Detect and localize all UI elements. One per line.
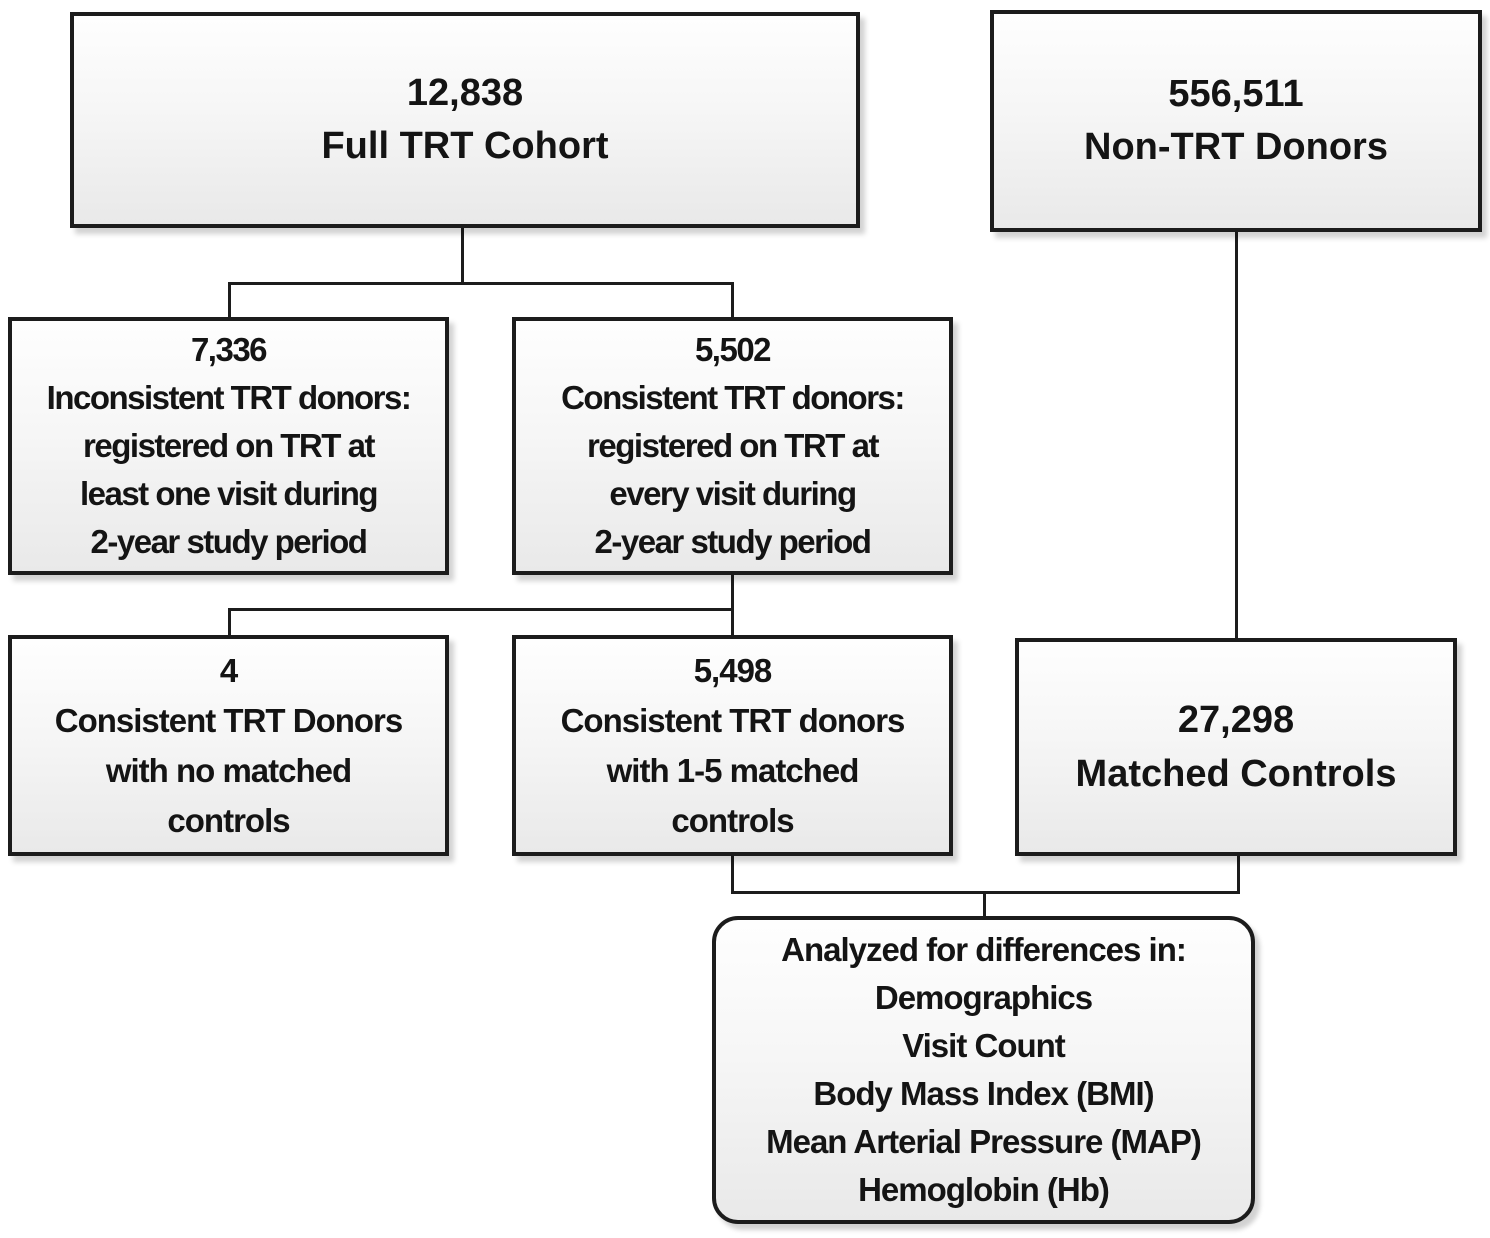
matched15-count: 5,498 (693, 651, 773, 689)
inconsistent-label-4: 2-year study period (90, 523, 368, 560)
consistent-trt-donors-box: 5,502 Consistent TRT donors: registered … (512, 317, 953, 575)
connector-fulltrt-down (461, 228, 464, 285)
analyzed-title: Analyzed for differences in: (781, 931, 1187, 968)
analyzed-item-5: Hemoglobin (Hb) (858, 1171, 1110, 1208)
no-matched-count: 4 (219, 651, 238, 689)
non-trt-donors-box: 556,511 Non-TRT Donors (990, 10, 1482, 232)
connector-nontrt-to-matchedcontrols (1235, 230, 1238, 640)
connector-matched15-down (731, 854, 734, 894)
consistent-label-3: every visit during (609, 475, 857, 512)
matched-controls-box: 27,298 Matched Controls (1015, 638, 1457, 856)
consistent-count: 5,502 (694, 331, 772, 368)
full-trt-count: 12,838 (406, 72, 524, 114)
no-matched-label-2: with no matched (105, 751, 352, 789)
consistent-label-1: Consistent TRT donors: (561, 379, 905, 416)
connector-split2-rail (228, 608, 734, 611)
connector-split1-rail (228, 282, 734, 285)
inconsistent-count: 7,336 (190, 331, 268, 368)
connector-consistent-down (731, 575, 734, 636)
no-matched-label-3: controls (167, 801, 290, 839)
analyzed-item-4: Mean Arterial Pressure (MAP) (766, 1123, 1202, 1160)
matched-controls-count: 27,298 (1177, 699, 1295, 741)
analyzed-item-2: Visit Count (902, 1027, 1066, 1064)
non-trt-label: Non-TRT Donors (1084, 126, 1388, 168)
connector-matchedcontrols-down (1237, 854, 1240, 894)
matched-controls-label: Matched Controls (1075, 753, 1397, 795)
analyzed-differences-box: Analyzed for differences in: Demographic… (712, 916, 1255, 1224)
inconsistent-label-2: registered on TRT at (83, 427, 375, 464)
inconsistent-trt-donors-box: 7,336 Inconsistent TRT donors: registere… (8, 317, 449, 575)
full-trt-label: Full TRT Cohort (321, 125, 609, 167)
matched15-label-2: with 1-5 matched (606, 751, 860, 789)
matched15-label-3: controls (671, 801, 794, 839)
no-matched-label-1: Consistent TRT Donors (54, 701, 403, 739)
non-trt-count: 556,511 (1168, 73, 1304, 115)
inconsistent-label-1: Inconsistent TRT donors: (46, 379, 412, 416)
full-trt-cohort-box: 12,838 Full TRT Cohort (70, 12, 860, 228)
matched15-label-1: Consistent TRT donors (560, 701, 906, 739)
analyzed-item-1: Demographics (874, 979, 1093, 1016)
inconsistent-label-3: least one visit during (79, 475, 379, 512)
connector-split1-to-inconsistent (228, 282, 231, 318)
analyzed-item-3: Body Mass Index (BMI) (813, 1075, 1154, 1112)
connector-split1-to-consistent (731, 282, 734, 318)
matched-1-5-controls-box: 5,498 Consistent TRT donors with 1-5 mat… (512, 635, 953, 856)
connector-to-analyzed (983, 891, 986, 917)
connector-split2-to-nomatched (228, 608, 231, 636)
consistent-label-4: 2-year study period (594, 523, 872, 560)
no-matched-controls-box: 4 Consistent TRT Donors with no matched … (8, 635, 449, 856)
consistent-label-2: registered on TRT at (587, 427, 879, 464)
